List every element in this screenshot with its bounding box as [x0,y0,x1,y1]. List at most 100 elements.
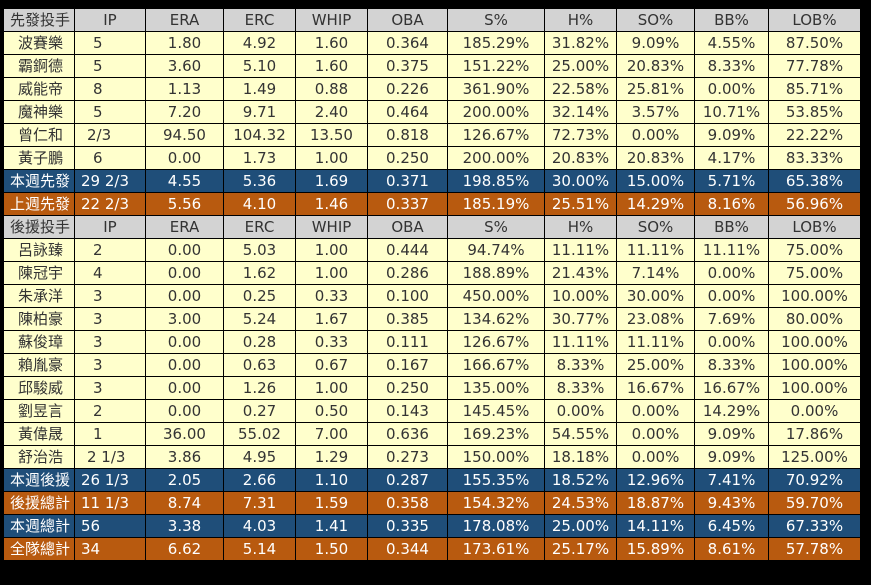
header-cell: S% [447,8,545,32]
innings-pitched: 5 [74,31,146,55]
stat-value: 13.50 [295,123,368,147]
stat-value: 0.358 [367,491,448,515]
stat-value: 0.111 [367,330,448,354]
stat-value: 5.36 [223,169,296,193]
pitcher-name: 賴胤豪 [3,353,75,377]
stat-value: 0.00 [145,146,224,170]
stat-value: 0.143 [367,399,448,423]
table-row: 波賽樂 5 1.80 4.92 1.60 0.364 185.29% 31.82% 9.09% 4… [3,31,861,55]
stat-value: 1.50 [295,537,368,561]
table-row: 魔神樂 5 7.20 9.71 2.40 0.464 200.00% 32.14% 3.57% 1… [3,100,861,124]
stat-value: 4.17% [694,146,769,170]
header-cell: WHIP [295,215,368,239]
stat-value: 7.20 [145,100,224,124]
stat-value: 0.27 [223,399,296,423]
innings-pitched: 5 [74,54,146,78]
stat-value: 25.00% [544,54,617,78]
stat-value: 6.45% [694,514,769,538]
stat-value: 0.00 [145,238,224,262]
stat-value: 135.00% [447,376,545,400]
pitcher-name: 呂詠臻 [3,238,75,262]
header-cell: OBA [367,215,448,239]
stat-value: 56.96% [768,192,861,216]
stat-value: 1.00 [295,146,368,170]
stat-value: 1.41 [295,514,368,538]
total-row: 本週先發 29 2/3 4.55 5.36 1.69 0.371 198.85% 30.00%… [3,169,861,193]
header-cell: H% [544,8,617,32]
stat-value: 15.00% [616,169,695,193]
stat-value: 169.23% [447,422,545,446]
stat-value: 30.00% [544,169,617,193]
stat-value: 25.00% [616,353,695,377]
innings-pitched: 4 [74,261,146,285]
stat-value: 32.14% [544,100,617,124]
stat-value: 67.33% [768,514,861,538]
stat-value: 55.02 [223,422,296,446]
header-cell: BB% [694,8,769,32]
stat-value: 100.00% [768,330,861,354]
stat-value: 8.33% [544,353,617,377]
stat-value: 59.70% [768,491,861,515]
stat-value: 8.33% [694,353,769,377]
pitcher-name: 邱駿威 [3,376,75,400]
stat-value: 0.00% [694,77,769,101]
stat-value: 30.77% [544,307,617,331]
stat-value: 0.63 [223,353,296,377]
stat-value: 2.66 [223,468,296,492]
stat-value: 0.344 [367,537,448,561]
stat-value: 0.00% [616,422,695,446]
stat-value: 7.31 [223,491,296,515]
stat-value: 12.96% [616,468,695,492]
stat-value: 0.286 [367,261,448,285]
stat-value: 0.00% [616,445,695,469]
stat-value: 0.444 [367,238,448,262]
table-row: 陳冠宇 4 0.00 1.62 1.00 0.286 188.89% 21.43% 7.14% 0… [3,261,861,285]
stat-value: 185.19% [447,192,545,216]
header-cell-pitcher: 先發投手 [3,8,75,32]
stat-value: 0.100 [367,284,448,308]
stat-value: 75.00% [768,238,861,262]
header-cell: S% [447,215,545,239]
stat-value: 7.41% [694,468,769,492]
stat-value: 0.25 [223,284,296,308]
innings-pitched: 26 1/3 [74,468,146,492]
stat-value: 85.71% [768,77,861,101]
stat-value: 0.00 [145,399,224,423]
stat-value: 36.00 [145,422,224,446]
pitcher-name: 上週先發 [3,192,75,216]
stat-value: 188.89% [447,261,545,285]
total-row: 後援總計 11 1/3 8.74 7.31 1.59 0.358 154.32% 24.53%… [3,491,861,515]
total-row: 上週先發 22 2/3 5.56 4.10 1.46 0.337 185.19% 25.51%… [3,192,861,216]
stat-value: 1.59 [295,491,368,515]
stat-value: 11.11% [694,238,769,262]
stat-value: 0.33 [295,284,368,308]
stat-value: 31.82% [544,31,617,55]
stat-value: 80.00% [768,307,861,331]
stat-value: 11.11% [616,330,695,354]
stat-value: 0.364 [367,31,448,55]
innings-pitched: 8 [74,77,146,101]
stat-value: 0.337 [367,192,448,216]
stat-value: 57.78% [768,537,861,561]
innings-pitched: 22 2/3 [74,192,146,216]
stat-value: 23.08% [616,307,695,331]
stat-value: 0.00 [145,330,224,354]
stat-value: 0.167 [367,353,448,377]
stat-value: 4.55 [145,169,224,193]
pitcher-name: 後援總計 [3,491,75,515]
stat-value: 83.33% [768,146,861,170]
stat-value: 18.87% [616,491,695,515]
stat-value: 1.73 [223,146,296,170]
stat-value: 94.74% [447,238,545,262]
stat-value: 0.00 [145,376,224,400]
table-row: 呂詠臻 2 0.00 5.03 1.00 0.444 94.74% 11.11% 11.11% 1… [3,238,861,262]
table-row: 邱駿威 3 0.00 1.26 1.00 0.250 135.00% 8.33% 16.67% 1… [3,376,861,400]
stat-value: 25.17% [544,537,617,561]
stat-value: 20.83% [616,54,695,78]
stat-value: 53.85% [768,100,861,124]
innings-pitched: 11 1/3 [74,491,146,515]
stat-value: 100.00% [768,376,861,400]
stat-value: 8.33% [544,376,617,400]
stat-value: 134.62% [447,307,545,331]
stat-value: 9.09% [694,445,769,469]
